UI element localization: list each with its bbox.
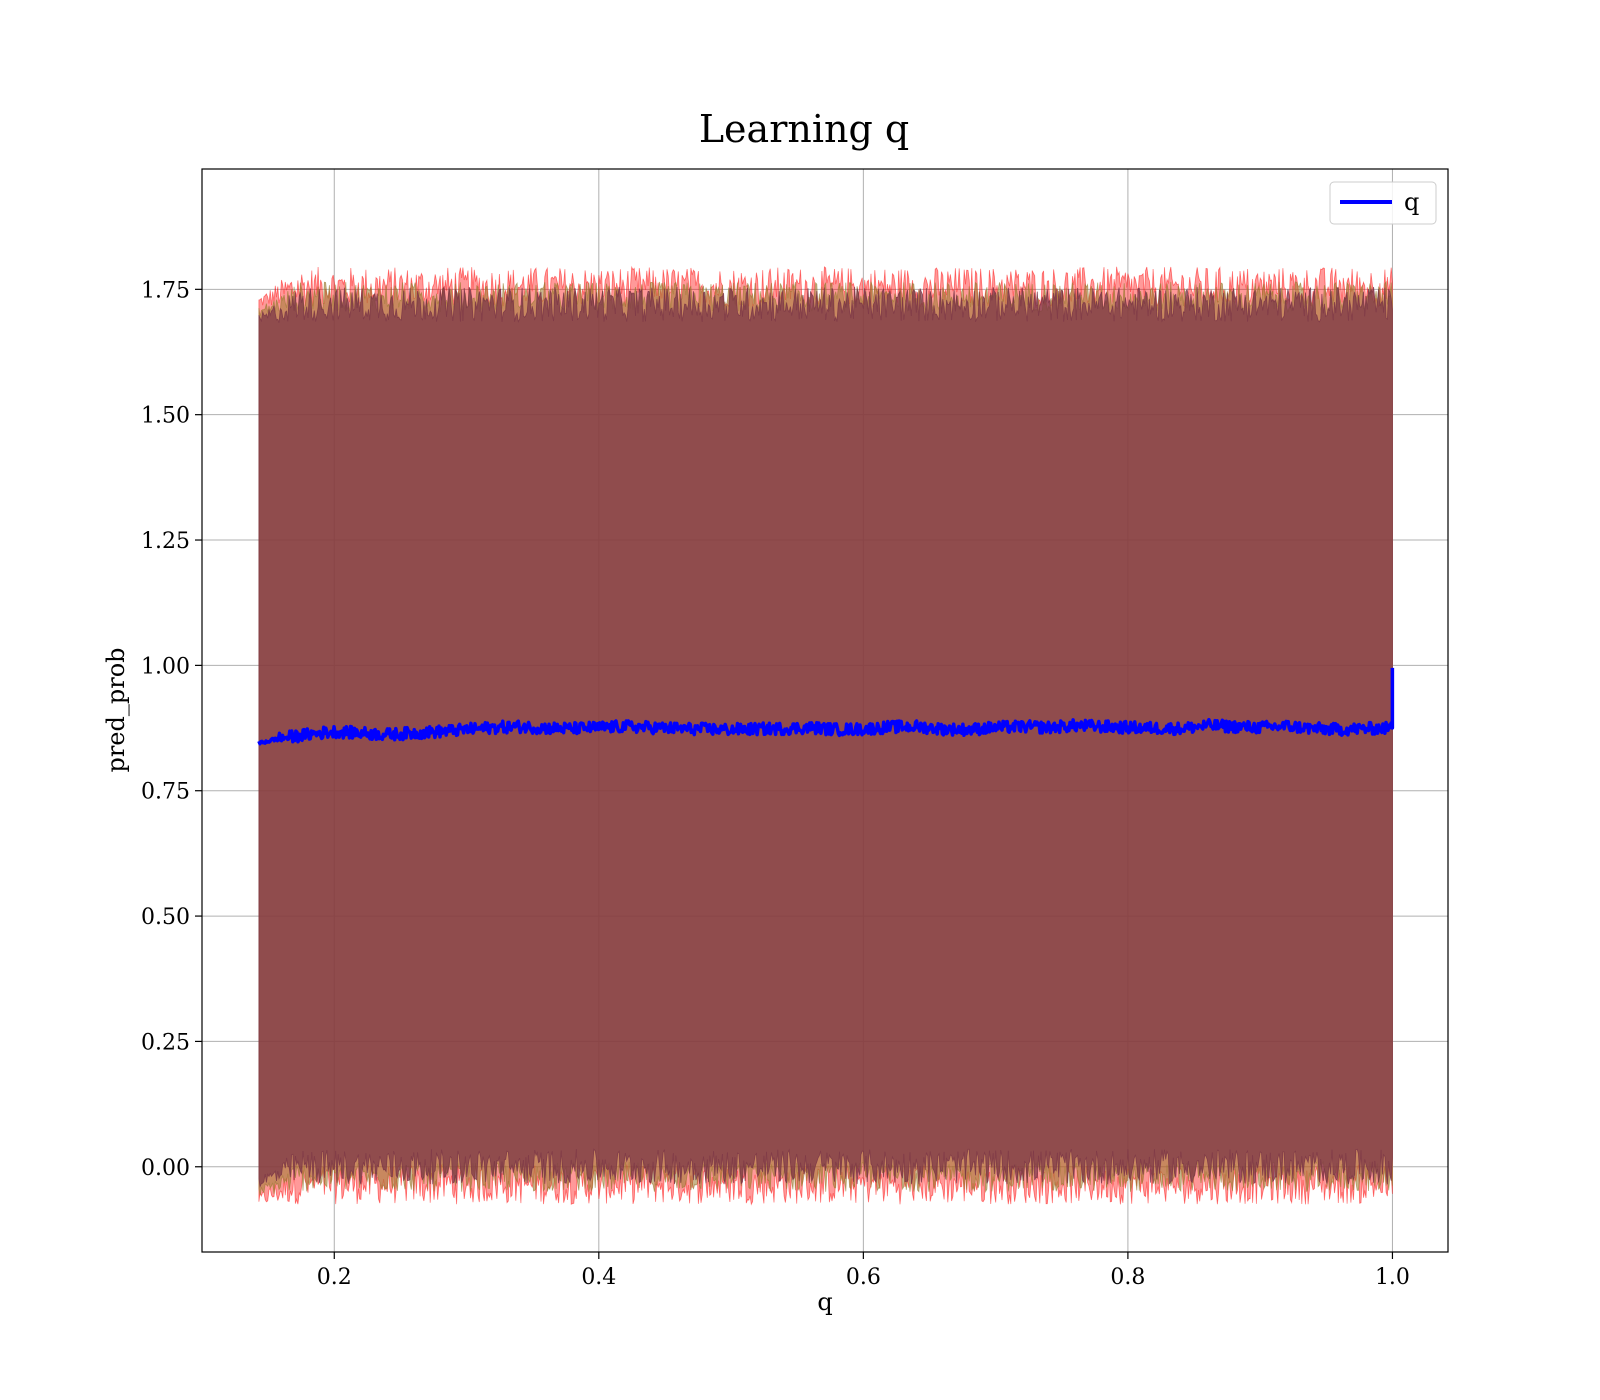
y-tick-label: 1.00: [141, 654, 190, 679]
y-tick-label: 0.25: [141, 1030, 190, 1055]
y-tick-label: 1.75: [141, 278, 190, 303]
y-tick-label: 0.00: [141, 1156, 190, 1181]
legend-label: q: [1404, 188, 1419, 216]
x-tick-label: 0.2: [317, 1265, 352, 1290]
y-tick-label: 1.25: [141, 529, 190, 554]
chart-title: Learning q: [699, 107, 909, 151]
x-axis-label: q: [817, 1288, 832, 1316]
y-axis-label: pred_prob: [102, 647, 130, 772]
y-tick-label: 0.50: [141, 905, 190, 930]
y-tick-label: 0.75: [141, 780, 190, 805]
band-inner: [258, 285, 1393, 1189]
y-tick-label: 1.50: [141, 404, 190, 429]
plot-frame: [201, 168, 1449, 1253]
x-tick-label: 0.8: [1110, 1265, 1145, 1290]
legend: q: [1329, 181, 1437, 225]
x-tick-label: 0.4: [581, 1265, 616, 1290]
x-tick-label: 1.0: [1375, 1265, 1410, 1290]
x-tick-label: 0.6: [846, 1265, 881, 1290]
series-lines: [257, 667, 1395, 746]
series-line-q: [257, 667, 1395, 746]
axis-ticks: 0.2 0.4 0.6 0.8 1.0 0.00 0.25 0.50 0.75 1.00 1.25 1…: [141, 278, 1410, 1290]
